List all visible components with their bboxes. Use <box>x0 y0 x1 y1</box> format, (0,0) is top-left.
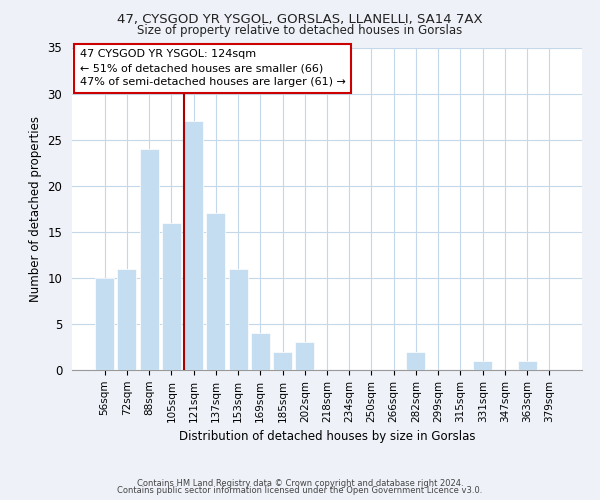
Bar <box>229 268 248 370</box>
Bar <box>295 342 314 370</box>
Text: Contains HM Land Registry data © Crown copyright and database right 2024.: Contains HM Land Registry data © Crown c… <box>137 478 463 488</box>
Bar <box>162 222 181 370</box>
Text: 47, CYSGOD YR YSGOL, GORSLAS, LLANELLI, SA14 7AX: 47, CYSGOD YR YSGOL, GORSLAS, LLANELLI, … <box>117 12 483 26</box>
Bar <box>473 361 492 370</box>
Bar <box>251 333 270 370</box>
X-axis label: Distribution of detached houses by size in Gorslas: Distribution of detached houses by size … <box>179 430 475 443</box>
Y-axis label: Number of detached properties: Number of detached properties <box>29 116 42 302</box>
Bar <box>206 214 225 370</box>
Bar <box>95 278 114 370</box>
Text: Size of property relative to detached houses in Gorslas: Size of property relative to detached ho… <box>137 24 463 37</box>
Bar <box>140 149 158 370</box>
Bar <box>184 121 203 370</box>
Bar <box>518 361 536 370</box>
Bar <box>406 352 425 370</box>
Text: 47 CYSGOD YR YSGOL: 124sqm
← 51% of detached houses are smaller (66)
47% of semi: 47 CYSGOD YR YSGOL: 124sqm ← 51% of deta… <box>80 49 346 87</box>
Text: Contains public sector information licensed under the Open Government Licence v3: Contains public sector information licen… <box>118 486 482 495</box>
Bar <box>118 268 136 370</box>
Bar <box>273 352 292 370</box>
